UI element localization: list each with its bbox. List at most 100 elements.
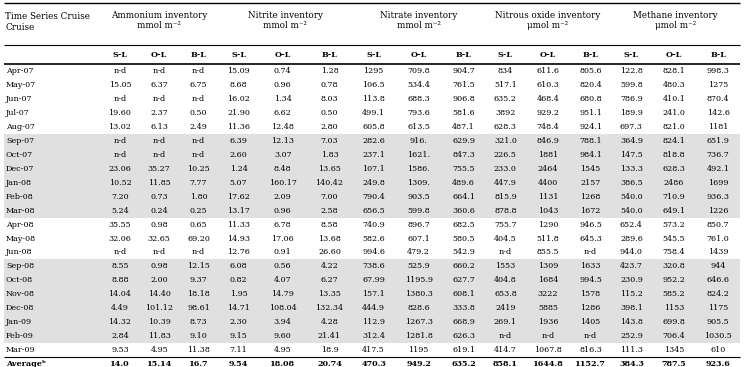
Text: 821.0: 821.0	[663, 123, 685, 131]
Text: 2.30: 2.30	[230, 318, 248, 326]
Text: 2.09: 2.09	[274, 193, 292, 201]
Text: 635.2: 635.2	[452, 360, 476, 367]
Text: n-d: n-d	[153, 137, 166, 145]
Text: 499.1: 499.1	[362, 109, 385, 117]
Text: 386.5: 386.5	[620, 179, 643, 187]
Text: n-d: n-d	[192, 67, 205, 75]
Text: 581.6: 581.6	[452, 109, 475, 117]
Text: n-d: n-d	[192, 248, 205, 257]
Text: 710.9: 710.9	[663, 193, 685, 201]
Text: Apr-08: Apr-08	[6, 221, 33, 229]
Text: 113.8: 113.8	[362, 95, 385, 103]
Text: 2.49: 2.49	[190, 123, 208, 131]
Text: 1380.3: 1380.3	[405, 290, 432, 298]
Text: 2419: 2419	[496, 304, 516, 312]
Text: 697.3: 697.3	[620, 123, 643, 131]
Text: 680.8: 680.8	[579, 95, 602, 103]
Text: Nitrate inventory
mmol m⁻²: Nitrate inventory mmol m⁻²	[380, 11, 458, 30]
Bar	[4, 315, 740, 329]
Text: 818.8: 818.8	[663, 151, 685, 159]
Text: 4.07: 4.07	[274, 276, 292, 284]
Text: 924.1: 924.1	[579, 123, 602, 131]
Text: 736.7: 736.7	[707, 151, 730, 159]
Text: 6.08: 6.08	[230, 262, 248, 270]
Bar	[4, 148, 740, 162]
Text: 7.11: 7.11	[230, 346, 248, 354]
Text: Jul-07: Jul-07	[6, 109, 30, 117]
Text: 916.: 916.	[410, 137, 428, 145]
Text: 249.8: 249.8	[362, 179, 385, 187]
Text: 111.3: 111.3	[620, 346, 643, 354]
Text: 1043: 1043	[538, 207, 558, 215]
Text: n-d: n-d	[153, 67, 166, 75]
Text: 98.61: 98.61	[187, 304, 210, 312]
Text: B-L: B-L	[190, 51, 206, 59]
Text: 4.28: 4.28	[321, 318, 339, 326]
Text: 26.60: 26.60	[318, 248, 341, 257]
Text: 1672: 1672	[580, 207, 600, 215]
Text: 585.2: 585.2	[663, 290, 685, 298]
Text: 423.7: 423.7	[620, 262, 643, 270]
Text: 936.3: 936.3	[707, 193, 730, 201]
Text: Jun-08: Jun-08	[6, 248, 33, 257]
Text: 6.37: 6.37	[150, 81, 168, 89]
Text: 157.1: 157.1	[362, 290, 385, 298]
Text: 946.5: 946.5	[579, 221, 602, 229]
Text: 2464: 2464	[538, 165, 558, 173]
Text: 15.09: 15.09	[227, 67, 250, 75]
Text: n-d: n-d	[113, 67, 126, 75]
Text: 101.12: 101.12	[145, 304, 173, 312]
Text: 699.8: 699.8	[663, 318, 685, 326]
Text: 635.2: 635.2	[494, 95, 517, 103]
Text: 4.95: 4.95	[274, 346, 292, 354]
Text: Apr-07: Apr-07	[6, 67, 33, 75]
Text: 1309: 1309	[538, 262, 558, 270]
Text: 1226: 1226	[708, 207, 728, 215]
Text: Feb-08: Feb-08	[6, 193, 33, 201]
Bar	[4, 190, 740, 204]
Text: 11.38: 11.38	[187, 346, 210, 354]
Text: 1.28: 1.28	[321, 67, 339, 75]
Text: 1309.: 1309.	[407, 179, 430, 187]
Bar	[4, 329, 740, 343]
Text: 0.91: 0.91	[274, 248, 292, 257]
Text: Feb-09: Feb-09	[6, 332, 33, 340]
Text: 15.14: 15.14	[147, 360, 172, 367]
Text: 320.8: 320.8	[663, 262, 685, 270]
Text: 611.6: 611.6	[536, 67, 559, 75]
Text: 5.07: 5.07	[230, 179, 247, 187]
Text: 160.17: 160.17	[269, 179, 297, 187]
Text: 414.7: 414.7	[494, 346, 517, 354]
Text: 6.78: 6.78	[274, 221, 292, 229]
Text: 133.3: 133.3	[620, 165, 643, 173]
Text: 994.6: 994.6	[362, 248, 385, 257]
Text: 4400: 4400	[538, 179, 558, 187]
Text: 1195.9: 1195.9	[405, 276, 433, 284]
Bar	[4, 273, 740, 287]
Text: Dec-07: Dec-07	[6, 165, 34, 173]
Text: 8.58: 8.58	[321, 221, 339, 229]
Text: 605.8: 605.8	[362, 123, 385, 131]
Text: 2.58: 2.58	[321, 207, 339, 215]
Text: 1644.8: 1644.8	[533, 360, 563, 367]
Text: 906.8: 906.8	[452, 95, 475, 103]
Text: 834: 834	[498, 67, 513, 75]
Text: Nov-08: Nov-08	[6, 290, 35, 298]
Text: 828.6: 828.6	[407, 304, 430, 312]
Text: 143.8: 143.8	[620, 318, 643, 326]
Text: 664.1: 664.1	[452, 193, 475, 201]
Text: 627.7: 627.7	[452, 276, 475, 284]
Text: 13.17: 13.17	[227, 207, 250, 215]
Text: 599.8: 599.8	[620, 81, 643, 89]
Text: Jan-08: Jan-08	[6, 179, 32, 187]
Text: 3.07: 3.07	[274, 151, 292, 159]
Text: 949.2: 949.2	[406, 360, 431, 367]
Text: B-L: B-L	[456, 51, 472, 59]
Text: 7.20: 7.20	[111, 193, 129, 201]
Text: 613.5: 613.5	[407, 123, 430, 131]
Text: 13.65: 13.65	[318, 165, 341, 173]
Text: 6.27: 6.27	[321, 276, 339, 284]
Text: 417.5: 417.5	[362, 346, 385, 354]
Text: 11.33: 11.33	[227, 221, 250, 229]
Text: 755.5: 755.5	[452, 165, 475, 173]
